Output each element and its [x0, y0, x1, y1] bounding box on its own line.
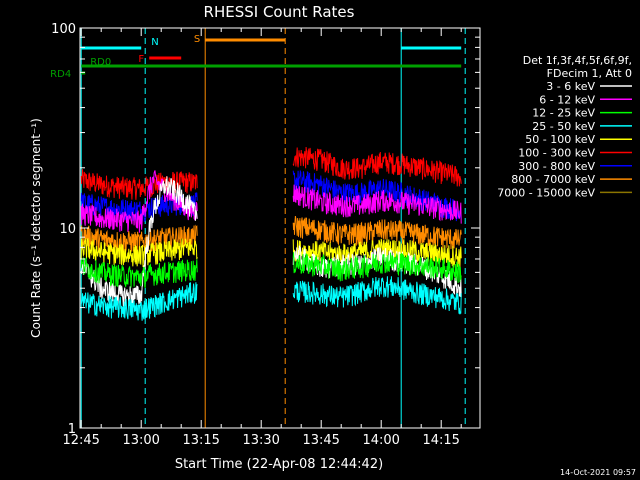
annotation-label-s: S: [194, 34, 200, 45]
legend-item-label: 800 - 7000 keV: [511, 173, 595, 186]
x-axis: 12:45 13:00 13:15 13:30 13:45 14:00 14:15: [62, 28, 462, 448]
footer-timestamp: 14-Oct-2021 09:57: [560, 468, 636, 477]
legend-header-line2: FDecim 1, Att 0: [547, 67, 632, 80]
series-line-50-100kev-seg0: [80, 237, 198, 268]
y-tick-label: 1: [68, 422, 76, 437]
annotation-label-n: N: [151, 37, 158, 48]
x-tick-label: 13:30: [242, 433, 279, 448]
series-line-25-50kev-seg1: [292, 276, 462, 315]
legend-item-label: 300 - 800 keV: [518, 160, 595, 173]
legend: Det 1f,3f,4f,5f,6f,9f, FDecim 1, Att 0 3…: [497, 54, 632, 199]
legend-item-label: 3 - 6 keV: [546, 80, 595, 93]
y-axis: 1 10 100: [51, 22, 480, 437]
series-line-3-6kev-seg0: [80, 176, 198, 308]
series-line-12-25kev-seg1: [292, 252, 462, 283]
x-tick-label: 12:45: [62, 433, 99, 448]
series-line-12-25kev-seg0: [80, 257, 198, 288]
series-line-6-12kev-seg1: [292, 184, 462, 224]
x-axis-label: Start Time (22-Apr-08 12:44:42): [175, 457, 383, 472]
annotation-label-rd4: RD4: [50, 69, 71, 80]
y-tick-label: 100: [51, 22, 76, 37]
legend-item-label: 6 - 12 keV: [539, 93, 595, 106]
x-tick-label: 13:45: [302, 433, 339, 448]
series-line-25-50kev-seg0: [80, 282, 198, 321]
x-tick-label: 14:00: [362, 433, 399, 448]
legend-item-label: 100 - 300 keV: [518, 147, 595, 160]
x-tick-label: 14:15: [422, 433, 459, 448]
legend-header-line1: Det 1f,3f,4f,5f,6f,9f,: [523, 54, 632, 67]
annotation-label-f: F: [138, 54, 144, 65]
legend-item-label: 25 - 50 keV: [532, 120, 595, 133]
x-tick-label: 13:00: [122, 433, 159, 448]
legend-item-label: 12 - 25 keV: [532, 107, 595, 120]
series-line-6-12kev-seg0: [80, 170, 198, 233]
legend-item-label: 7000 - 15000 keV: [497, 186, 595, 199]
plot-area: RD0 RD4 NF S: [50, 28, 466, 428]
chart-title: RHESSI Count Rates: [204, 3, 355, 21]
series-line-100-300kev-seg1: [292, 146, 462, 187]
series-line-50-100kev-seg1: [292, 238, 462, 268]
x-tick-label: 13:15: [182, 433, 219, 448]
y-tick-label: 10: [59, 222, 76, 237]
y-axis-label: Count Rate (s⁻¹ detector segment⁻¹): [29, 118, 43, 338]
legend-item-label: 50 - 100 keV: [525, 133, 595, 146]
annotation-label-rd0: RD0: [90, 57, 111, 68]
